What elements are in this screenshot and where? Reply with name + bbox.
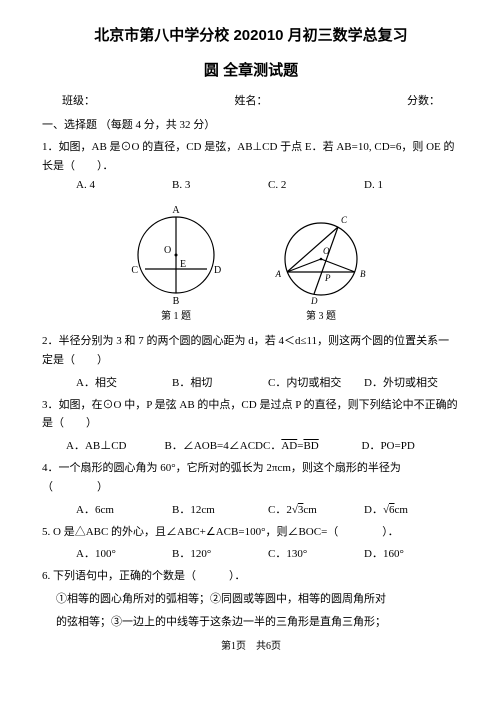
fig3-O: O (323, 246, 330, 256)
q4-A: A．6cm (76, 501, 172, 517)
q3-C: C．AD=BD (263, 437, 362, 453)
fig1-caption: 第 1 题 (121, 307, 231, 322)
q1-text: 1．如图，AB 是⊙O 的直径，CD 是弦，AB⊥CD 于点 E．若 AB=10… (42, 138, 460, 175)
fig1-B: B (173, 296, 180, 307)
q1-B: B. 3 (172, 179, 268, 191)
fig1-E: E (180, 259, 186, 270)
q5-D: D．160° (364, 545, 460, 561)
fig3-A: A (275, 269, 282, 279)
q1-C: C. 2 (268, 179, 364, 191)
fig1-D: D (214, 265, 221, 276)
q1-D: D. 1 (364, 179, 460, 191)
name-label: 姓名： (188, 92, 314, 108)
fig3-caption: 第 3 题 (261, 307, 381, 322)
fig3-D: D (310, 296, 318, 306)
q4-B: B．12cm (172, 501, 268, 517)
q4-C: C．2√3cm (268, 501, 364, 517)
title-line-2: 圆 全章测试题 (42, 59, 460, 80)
q3-A: A．AB⊥CD (66, 437, 165, 453)
fig1-A: A (172, 205, 180, 216)
class-label: 班级： (62, 92, 188, 108)
q3-D: D．PO=PD (362, 437, 461, 453)
fig1-C: C (131, 265, 138, 276)
figure-3: A B C D O P 第 3 题 (261, 197, 381, 322)
q2-A: A．相交 (76, 374, 172, 390)
fig1-O: O (164, 245, 171, 256)
fig3-C: C (341, 215, 348, 225)
page-number: 第1页 共6页 (42, 637, 460, 652)
q6-line2: 的弦相等；③一边上的中线等于这条边一半的三角形是直角三角形； (42, 613, 460, 632)
header-row: 班级： 姓名： 分数： (42, 92, 460, 108)
q5-text: 5. O 是△ABC 的外心，且∠ABC+∠ACB=100°，则∠BOC=（ ）… (42, 523, 460, 542)
q1-options: A. 4 B. 3 C. 2 D. 1 (42, 179, 460, 191)
fig3-B: B (360, 269, 366, 279)
q1-A: A. 4 (76, 179, 172, 191)
q2-B: B．相切 (172, 374, 268, 390)
q5-A: A．100° (76, 545, 172, 561)
q3-B: B．∠AOB=4∠ACD (165, 437, 264, 453)
exam-page: 北京市第八中学分校 202010 月初三数学总复习 圆 全章测试题 班级： 姓名… (0, 0, 502, 662)
q3-options: A．AB⊥CD B．∠AOB=4∠ACD C．AD=BD D．PO=PD (42, 437, 460, 453)
q2-options: A．相交 B．相切 C．内切或相交 D．外切或相交 (42, 374, 460, 390)
figure-1: A B C D O E 第 1 题 (121, 197, 231, 322)
q6-line1: ①相等的圆心角所对的弧相等；②同圆或等圆中，相等的圆周角所对 (42, 590, 460, 609)
q6-text: 6. 下列语句中，正确的个数是（ ）． (42, 567, 460, 586)
q4-text: 4．一个扇形的圆心角为 60°，它所对的弧长为 2πcm，则这个扇形的半径为（ … (42, 459, 460, 496)
q4-options: A．6cm B．12cm C．2√3cm D．√6cm (42, 501, 460, 517)
fig3-P: P (324, 273, 331, 283)
q2-text: 2．半径分别为 3 和 7 的两个圆的圆心距为 d，若 4＜d≤11，则这两个圆… (42, 332, 460, 369)
figures-row: A B C D O E 第 1 题 A B C D O (42, 197, 460, 322)
q4-D: D．√6cm (364, 501, 460, 517)
q5-options: A．100° B．120° C．130° D．160° (42, 545, 460, 561)
section-1-heading: 一、选择题 （每题 4 分，共 32 分） (42, 116, 460, 132)
q2-C: C．内切或相交 (268, 374, 364, 390)
title-line-1: 北京市第八中学分校 202010 月初三数学总复习 (42, 24, 460, 45)
q5-C: C．130° (268, 545, 364, 561)
score-label: 分数： (314, 92, 440, 108)
q3-text: 3．如图，在⊙O 中，P 是弦 AB 的中点，CD 是过点 P 的直径，则下列结… (42, 396, 460, 433)
q2-D: D．外切或相交 (364, 374, 460, 390)
q5-B: B．120° (172, 545, 268, 561)
